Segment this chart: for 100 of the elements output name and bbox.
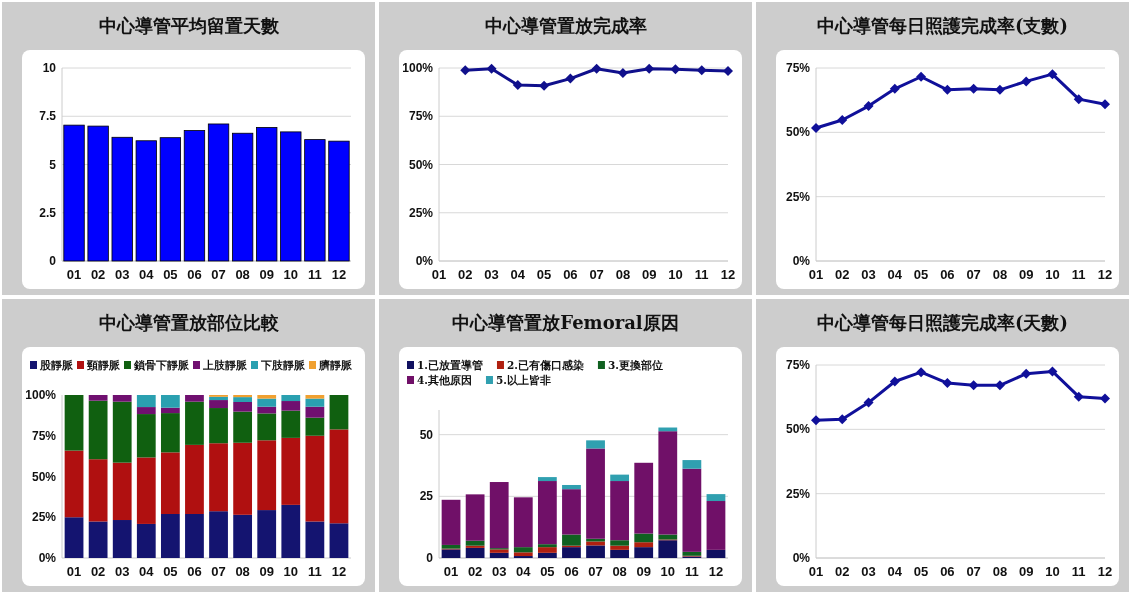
x-tick-label: 09 [259,564,274,579]
x-tick-label: 08 [235,564,250,579]
x-tick-label: 08 [615,267,631,282]
legend-label: 臍靜脈 [318,359,353,371]
x-tick-label: 07 [211,267,226,282]
x-tick-label: 04 [510,267,526,282]
x-tick-label: 06 [187,564,202,579]
x-tick-label: 07 [588,564,603,579]
x-tick-label: 12 [1097,564,1113,579]
x-tick-label: 12 [331,267,347,282]
x-tick-label: 04 [139,564,155,579]
x-tick-label: 11 [1071,564,1086,579]
x-tick-label: 10 [283,564,299,579]
x-tick-label: 08 [612,564,627,579]
legend-label: 上肢靜脈 [202,359,248,371]
x-tick-label: 05 [536,267,552,282]
x-tick-label: 06 [564,564,579,579]
x-tick-label: 02 [90,564,106,579]
x-tick-label: 03 [114,267,130,282]
y-tick-label: 2.5 [39,205,57,220]
y-tick-label: 75% [785,358,811,372]
x-tick-label: 11 [694,267,709,282]
x-tick-label: 08 [992,564,1008,579]
x-tick-label: 10 [660,564,676,579]
y-tick-label: 75% [31,428,57,443]
legend-label: 3.更換部位 [607,359,663,371]
x-tick-label: 02 [90,267,106,282]
y-tick-label: 75% [785,61,811,75]
x-tick-label: 03 [861,564,876,579]
x-tick-label: 12 [1097,267,1113,282]
legend-label: 下肢靜脈 [260,359,306,371]
y-tick-label: 7.5 [39,109,57,124]
x-tick-label: 01 [66,267,82,282]
x-tick-label: 05 [163,267,178,282]
y-tick-label: 0% [415,254,434,268]
legend-label: 2.已有傷口感染 [506,359,584,371]
y-tick-label: 100% [25,388,57,402]
x-tick-label: 12 [720,267,736,282]
y-tick-label: 0 [426,551,434,565]
x-tick-label: 04 [516,564,532,579]
x-tick-label: 10 [1045,564,1060,579]
x-tick-label: 11 [685,564,699,579]
x-tick-label: 09 [641,267,657,282]
x-tick-label: 05 [913,564,929,579]
x-tick-label: 10 [1045,267,1060,282]
x-tick-label: 12 [331,564,347,579]
x-tick-label: 04 [887,267,903,282]
x-tick-label: 04 [887,564,903,579]
y-tick-label: 50% [408,157,434,172]
x-tick-label: 07 [966,267,981,282]
x-tick-label: 09 [259,267,274,282]
x-tick-label: 11 [1071,267,1086,282]
x-tick-label: 05 [913,267,929,282]
x-tick-label: 02 [835,267,850,282]
legend-label: 4.其他原因 [417,374,472,387]
x-tick-label: 02 [467,564,483,579]
y-tick-label: 50 [419,427,434,442]
x-tick-label: 08 [235,267,250,282]
legend-label: 1.已放置導管 [417,359,483,371]
x-tick-label: 05 [540,564,555,579]
chart-title: 中心導管置放部位比較 [98,312,280,333]
x-tick-label: 11 [308,267,322,282]
x-tick-label: 02 [458,267,473,282]
x-tick-label: 03 [861,267,876,282]
x-tick-label: 10 [668,267,683,282]
x-tick-label: 07 [211,564,226,579]
y-tick-label: 50% [785,125,811,140]
x-tick-label: 04 [139,267,155,282]
x-tick-label: 10 [283,267,299,282]
y-tick-label: 25% [785,189,811,204]
x-tick-label: 06 [187,267,202,282]
x-tick-label: 01 [443,564,459,579]
x-tick-label: 09 [636,564,651,579]
y-tick-label: 0% [38,551,57,565]
x-tick-label: 08 [992,267,1008,282]
x-tick-label: 09 [1018,564,1034,579]
x-tick-label: 06 [563,267,578,282]
legend-label: 頸靜脈 [86,359,121,372]
x-tick-label: 03 [491,564,507,579]
legend-label: 鎖骨下靜脈 [133,359,190,372]
y-tick-label: 50% [785,422,811,437]
chart-title: 中心導管置放完成率 [484,15,647,36]
x-tick-label: 11 [308,564,322,579]
x-tick-label: 05 [163,564,178,579]
x-tick-label: 03 [484,267,499,282]
x-tick-label: 01 [808,267,824,282]
y-tick-label: 0% [792,551,811,565]
y-tick-label: 50% [31,469,57,484]
x-tick-label: 07 [966,564,981,579]
x-tick-label: 01 [431,267,447,282]
x-tick-label: 06 [940,267,955,282]
x-tick-label: 06 [940,564,955,579]
y-tick-label: 75% [408,109,434,124]
legend-label: 股靜脈 [39,359,74,371]
y-tick-label: 10 [42,61,57,75]
x-tick-label: 01 [66,564,82,579]
x-tick-label: 01 [808,564,824,579]
y-tick-label: 25% [785,486,811,501]
chart-title: 中心導管每日照護完成率(支數) [816,15,1069,36]
y-tick-label: 25 [419,489,434,504]
